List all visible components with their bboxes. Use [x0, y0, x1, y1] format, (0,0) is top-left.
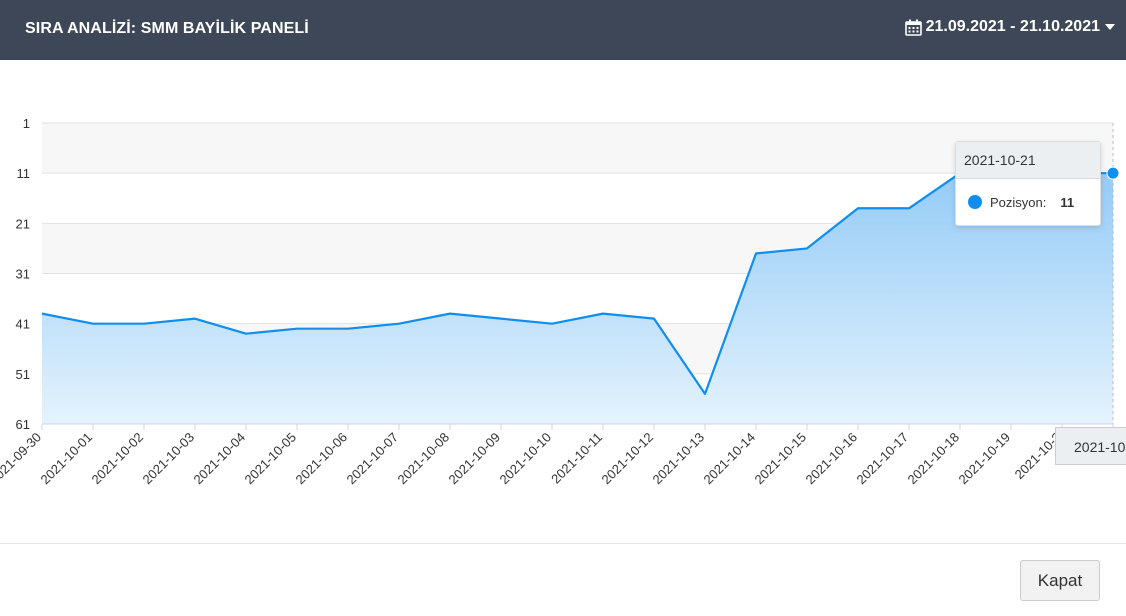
x-tick-label: 2021-10-17	[853, 430, 911, 488]
calendar-icon	[904, 19, 922, 36]
series-line-pozisyon	[41, 172, 1113, 395]
x-tick-label: 2021-10-01	[37, 430, 95, 488]
tooltip-date: 2021-10-21	[956, 142, 1100, 179]
x-tick-label: 2021-10-02	[88, 430, 146, 488]
date-range-text: 21.09.2021 - 21.10.2021	[925, 18, 1100, 35]
active-data-point	[1106, 166, 1120, 180]
chart-area: 1 11 21 31 41 51 61 2021-09-30 2021-10-01 2021-10…	[0, 60, 1126, 544]
x-tick-label: 2021-10-16	[802, 430, 860, 488]
x-tick-label: 2021-10-18	[904, 430, 962, 488]
date-range-picker[interactable]: 21.09.2021 - 21.10.2021	[904, 18, 1116, 36]
x-tick-label: 2021-10-15	[751, 430, 809, 488]
tooltip-series-name: Pozisyon:	[990, 194, 1047, 210]
x-tick-label: 2021-10-14	[700, 430, 758, 488]
x-tick-label: 2021-10-07	[343, 430, 401, 488]
footer-divider	[0, 543, 1126, 544]
modal-title: SIRA ANALİZİ: SMM BAYİLİK PANELİ	[25, 20, 309, 37]
y-tick-label: 1	[23, 116, 30, 131]
tooltip-value: 11	[1060, 194, 1075, 210]
y-tick-label: 11	[17, 166, 31, 181]
close-button[interactable]: Kapat	[1020, 560, 1100, 601]
x-tick-label: 2021-10-12	[598, 430, 656, 488]
x-tick-label: 2021-10-10	[496, 430, 554, 488]
x-tick-label: 2021-10-04	[190, 430, 248, 488]
modal-header: SIRA ANALİZİ: SMM BAYİLİK PANELİ 21.09.2…	[0, 0, 1126, 60]
y-tick-label: 41	[16, 317, 30, 332]
x-tick-label: 2021-10-11	[548, 430, 605, 487]
x-tick-label: 2021-10-13	[649, 430, 707, 488]
x-crosshair-label: 2021-10	[1055, 427, 1126, 465]
x-tick-label: 2021-10-09	[445, 430, 503, 488]
x-tick-label: 2021-10-19	[955, 430, 1013, 488]
y-tick-label: 51	[16, 367, 30, 382]
x-tick-label: 2021-10-06	[292, 430, 350, 488]
caret-down-icon	[1104, 23, 1116, 31]
y-tick-label: 61	[16, 417, 30, 432]
x-tick-label: 2021-10-05	[241, 430, 299, 488]
y-tick-label: 21	[16, 216, 30, 231]
y-tick-label: 31	[16, 267, 30, 282]
series-marker-icon	[968, 195, 982, 209]
x-tick-label: 2021-10-03	[139, 430, 197, 488]
x-tick-label: 2021-09-30	[0, 430, 44, 488]
chart-tooltip: 2021-10-21 Pozisyon: 11	[955, 141, 1101, 226]
grid-band	[42, 123, 1113, 174]
x-tick-label: 2021-10-08	[394, 430, 452, 488]
position-chart: 11121314151612021-09-302021-10-012021-10…	[0, 116, 1120, 488]
series-area-pozisyon	[42, 173, 1113, 424]
